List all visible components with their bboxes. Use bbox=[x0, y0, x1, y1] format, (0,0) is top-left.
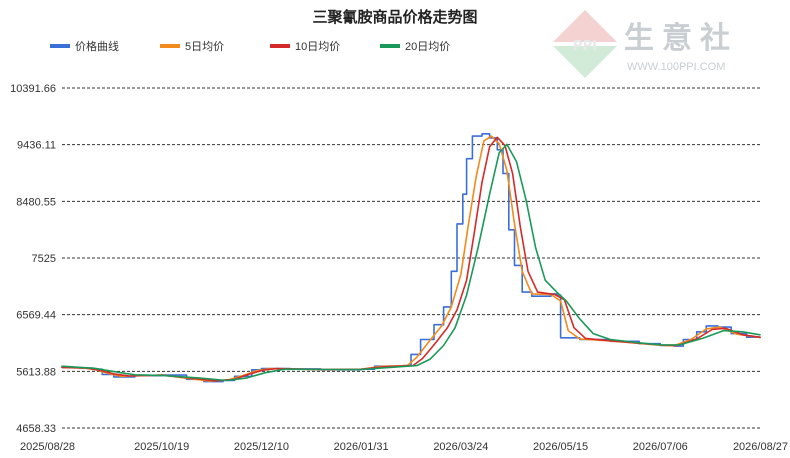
watermark: PPI 生意社 WWW.100PPI.COM bbox=[553, 10, 738, 78]
watermark-logo-top-icon bbox=[553, 10, 617, 42]
y-tick-label: 4658.33 bbox=[16, 423, 56, 435]
legend: 价格曲线 5日均价 10日均价 20日均价 bbox=[50, 39, 450, 53]
x-tick-label: 2026/07/06 bbox=[633, 441, 688, 453]
y-tick-label: 5613.88 bbox=[16, 366, 56, 378]
chart-title: 三聚氰胺商品价格走势图 bbox=[312, 8, 477, 26]
grid bbox=[62, 87, 760, 429]
legend-label: 20日均价 bbox=[405, 40, 450, 53]
legend-label: 价格曲线 bbox=[75, 39, 119, 53]
x-tick-label: 2025/10/19 bbox=[134, 441, 189, 453]
series-line-3 bbox=[61, 143, 761, 382]
legend-label: 5日均价 bbox=[185, 40, 224, 53]
x-axis: 2025/08/28 2025/10/19 2025/12/10 2026/01/31… bbox=[20, 441, 788, 453]
x-tick-label: 2026/01/31 bbox=[334, 441, 389, 453]
y-tick-label: 8480.55 bbox=[16, 196, 56, 208]
legend-swatch bbox=[380, 44, 400, 48]
x-tick-label: 2025/12/10 bbox=[234, 441, 289, 453]
legend-swatch bbox=[270, 44, 290, 48]
legend-label: 10日均价 bbox=[295, 40, 340, 53]
x-tick-label: 2026/08/27 bbox=[733, 441, 788, 453]
y-tick-label: 10391.66 bbox=[10, 83, 56, 95]
y-tick-label: 9436.11 bbox=[17, 140, 56, 152]
y-tick-label: 7525 bbox=[32, 253, 56, 265]
y-tick-label: 6569.44 bbox=[16, 310, 56, 322]
legend-swatch bbox=[50, 44, 70, 48]
watermark-url: WWW.100PPI.COM bbox=[627, 61, 725, 73]
x-tick-label: 2026/03/24 bbox=[433, 441, 488, 453]
x-tick-label: 2025/08/28 bbox=[20, 441, 75, 453]
y-axis: 10391.66 9436.11 8480.55 7525 6569.44 5613.88… bbox=[10, 83, 56, 435]
x-tick-label: 2026/05/15 bbox=[533, 441, 588, 453]
watermark-logo-letters: PPI bbox=[573, 39, 597, 54]
legend-swatch bbox=[160, 44, 180, 48]
watermark-logo-bottom-icon bbox=[553, 46, 617, 78]
watermark-brand-text: 生意社 bbox=[624, 21, 738, 56]
series-group bbox=[61, 133, 761, 383]
